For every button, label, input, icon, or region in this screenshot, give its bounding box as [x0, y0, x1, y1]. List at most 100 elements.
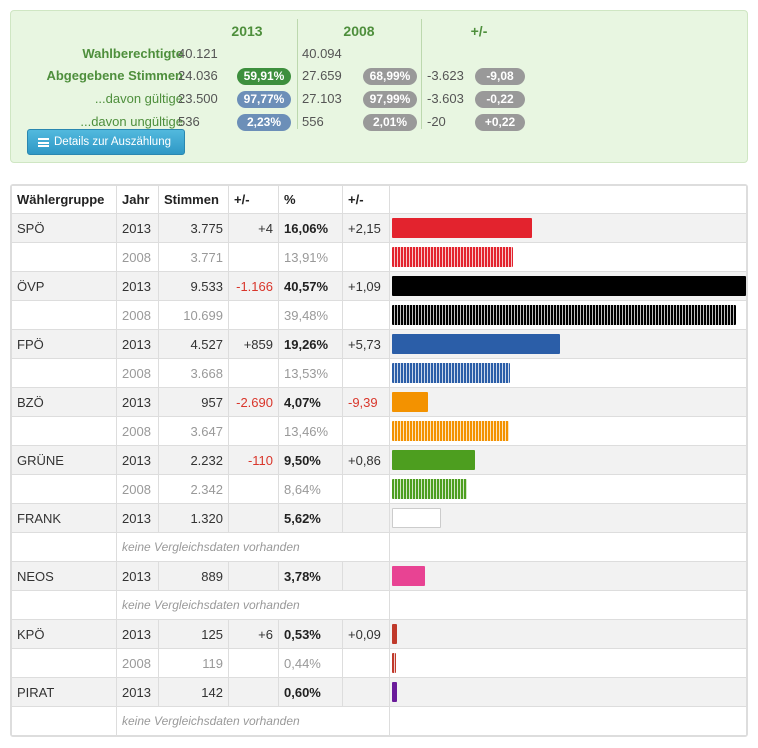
col-header-pctdiff[interactable]: +/- [342, 185, 390, 214]
bar-2013 [392, 450, 475, 470]
summary-diff-value: -3.603 [427, 91, 464, 106]
row-year: 2008 [116, 358, 159, 388]
row-year: 2013 [116, 329, 159, 359]
bar-2008 [392, 653, 396, 673]
bar-2013 [392, 682, 397, 702]
party-name-empty [11, 474, 117, 504]
bar-2013 [392, 218, 532, 238]
summary-value-2008: 556 [302, 114, 324, 129]
table-row: 2008 3.668 13,53% [11, 358, 747, 388]
bar-cell [389, 358, 747, 388]
bar-cell [389, 619, 747, 649]
summary-value-2008: 27.103 [302, 91, 342, 106]
row-year: 2008 [116, 242, 159, 272]
summary-label: ...davon gültige [94, 91, 183, 106]
row-votes-diff [228, 503, 279, 533]
bar-cell [389, 300, 747, 330]
col-header-bar [389, 185, 747, 214]
row-votes: 1.320 [158, 503, 229, 533]
row-votes-diff: -1.166 [228, 271, 279, 301]
bar-cell [389, 532, 747, 562]
table-row: 2008 10.699 39,48% [11, 300, 747, 330]
bar-2008 [392, 479, 467, 499]
row-pct-diff: +5,73 [342, 329, 390, 359]
bar-2013 [392, 508, 441, 528]
bar-2008 [392, 305, 736, 325]
column-divider [421, 19, 422, 129]
table-row: 2008 3.647 13,46% [11, 416, 747, 446]
party-name: KPÖ [11, 619, 117, 649]
row-votes-diff: -2.690 [228, 387, 279, 417]
row-year: 2013 [116, 213, 159, 243]
bar-cell [389, 503, 747, 533]
row-pct: 5,62% [278, 503, 343, 533]
bar-cell [389, 561, 747, 591]
party-name-empty [11, 300, 117, 330]
table-row: 2008 2.342 8,64% [11, 474, 747, 504]
col-header-group[interactable]: Wählergruppe [11, 185, 117, 214]
summary-label: Abgegebene Stimmen [46, 68, 183, 83]
row-votes: 119 [158, 648, 229, 678]
row-votes-diff [228, 677, 279, 707]
row-votes-diff: -110 [228, 445, 279, 475]
table-row: PIRAT 2013 142 0,60% [11, 677, 747, 707]
summary-row: Abgegebene Stimmen 24.036 59,91% 27.659 68,9… [11, 66, 747, 86]
row-pct-diff-empty [342, 358, 390, 388]
no-comparison-data: keine Vergleichsdaten vorhanden [116, 532, 390, 562]
row-votes-diff: +6 [228, 619, 279, 649]
row-pct-diff-empty [342, 648, 390, 678]
table-row: KPÖ 2013 125 +6 0,53% +0,09 [11, 619, 747, 649]
row-votes: 125 [158, 619, 229, 649]
row-pct-diff-empty [342, 474, 390, 504]
table-row: 2008 3.771 13,91% [11, 242, 747, 272]
row-year: 2013 [116, 677, 159, 707]
row-year: 2013 [116, 271, 159, 301]
summary-diff-badge: +0,22 [475, 114, 525, 131]
header-2013: 2013 [231, 23, 263, 39]
summary-value-2013: 24.036 [178, 68, 218, 83]
col-header-year[interactable]: Jahr [116, 185, 159, 214]
row-pct: 9,50% [278, 445, 343, 475]
party-name-empty [11, 358, 117, 388]
party-name: PIRAT [11, 677, 117, 707]
summary-value-2013: 40.121 [178, 46, 218, 61]
summary-label: ...davon ungültige [80, 114, 183, 129]
summary-value-2013: 536 [178, 114, 200, 129]
details-button-label: Details zur Auszählung [54, 136, 171, 148]
row-votes: 3.775 [158, 213, 229, 243]
row-votes: 9.533 [158, 271, 229, 301]
bar-cell [389, 677, 747, 707]
party-name: BZÖ [11, 387, 117, 417]
col-header-pct[interactable]: % [278, 185, 343, 214]
bar-cell [389, 329, 747, 359]
row-votes-diff-empty [228, 416, 279, 446]
bar-cell [389, 445, 747, 475]
summary-row: ...davon ungültige 536 2,23% 556 2,01% -20 +0,… [11, 112, 747, 132]
bar-2013 [392, 392, 428, 412]
row-pct: 16,06% [278, 213, 343, 243]
table-row: keine Vergleichsdaten vorhanden [11, 590, 747, 620]
col-header-diff[interactable]: +/- [228, 185, 279, 214]
turnout-summary: 2013 2008 +/- Wahlberechtigte 40.121 40.09… [10, 10, 748, 163]
row-pct-diff: +2,15 [342, 213, 390, 243]
party-name-empty [11, 706, 117, 736]
row-pct-diff-empty [342, 300, 390, 330]
row-votes-diff-empty [228, 648, 279, 678]
col-header-votes[interactable]: Stimmen [158, 185, 229, 214]
bar-cell [389, 590, 747, 620]
table-row: keine Vergleichsdaten vorhanden [11, 532, 747, 562]
row-votes: 3.771 [158, 242, 229, 272]
row-pct: 40,57% [278, 271, 343, 301]
table-row: GRÜNE 2013 2.232 -110 9,50% +0,86 [11, 445, 747, 475]
row-pct: 8,64% [278, 474, 343, 504]
details-button[interactable]: Details zur Auszählung [27, 129, 185, 155]
row-pct: 3,78% [278, 561, 343, 591]
summary-pct-2013-badge: 97,77% [237, 91, 291, 108]
row-votes: 142 [158, 677, 229, 707]
row-votes: 3.668 [158, 358, 229, 388]
row-pct: 39,48% [278, 300, 343, 330]
table-row: ÖVP 2013 9.533 -1.166 40,57% +1,09 [11, 271, 747, 301]
header-2008: 2008 [343, 23, 375, 39]
summary-diff-value: -3.623 [427, 68, 464, 83]
row-pct: 13,53% [278, 358, 343, 388]
